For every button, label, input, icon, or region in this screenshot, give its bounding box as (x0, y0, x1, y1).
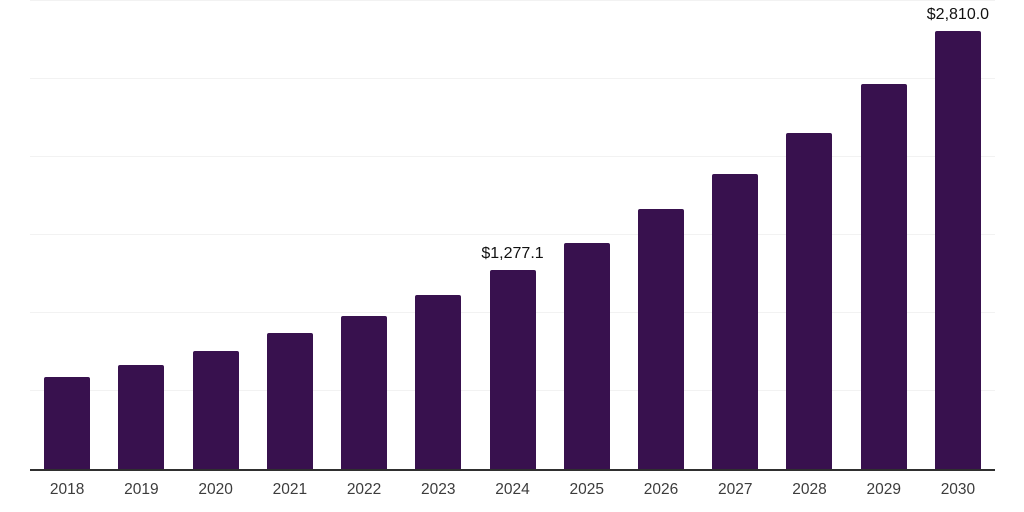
bar-column-2020 (178, 1, 252, 469)
x-axis-line (30, 469, 995, 471)
bar-2022 (341, 316, 388, 469)
x-tick-label-2026: 2026 (643, 481, 679, 498)
gridline-1500 (30, 234, 995, 235)
bar-column-2025 (550, 1, 624, 469)
bar-column-2023 (401, 1, 475, 469)
bar-2021 (266, 333, 313, 469)
plot-area: $1,277.1 $2,810.0 (30, 0, 995, 471)
bar-value-label-2024: $1,277.1 (481, 244, 544, 262)
x-tick-label-2018: 2018 (49, 481, 85, 498)
x-tick-label-2021: 2021 (272, 481, 308, 498)
gridline-2000 (30, 156, 995, 158)
x-tick-label-2029: 2029 (866, 481, 901, 498)
x-tick-label-2025: 2025 (569, 481, 604, 498)
x-tick-label-2027: 2027 (717, 481, 753, 498)
x-axis-labels: 2018 2019 2020 2021 2022 2023 2024 2025 2026 2027… (30, 471, 995, 509)
bar-column-2019 (104, 1, 178, 469)
x-tick-label-2019: 2019 (124, 481, 159, 498)
bar-column-2029 (847, 1, 921, 469)
x-tick-label-2030: 2030 (940, 481, 976, 498)
bar-2030 (934, 30, 981, 469)
bars-row: $1,277.1 $2,810.0 (30, 1, 995, 469)
bar-2027 (712, 174, 759, 469)
bar-column-2018 (30, 1, 104, 469)
x-tick-label-2024: 2024 (495, 481, 530, 498)
bar-2024 (489, 269, 536, 469)
bar-column-2030: $2,810.0 (921, 1, 995, 469)
x-tick-label-2028: 2028 (792, 481, 827, 498)
bar-value-label-2030: $2,810.0 (926, 5, 990, 23)
bar-2028 (786, 133, 833, 469)
bar-column-2022 (327, 1, 401, 469)
bar-2023 (415, 294, 462, 469)
bar-column-2028 (772, 1, 846, 469)
gridline-3000 (30, 0, 995, 1)
bar-column-2021 (253, 1, 327, 469)
bar-column-2026 (624, 1, 698, 469)
bar-2018 (44, 377, 91, 469)
gridline-2500 (30, 78, 995, 79)
bar-2019 (118, 365, 165, 469)
bar-2026 (637, 209, 684, 469)
x-tick-label-2022: 2022 (346, 481, 382, 498)
x-tick-label-2020: 2020 (198, 481, 233, 498)
bar-2029 (860, 83, 907, 469)
bar-2020 (192, 351, 239, 469)
bar-column-2027 (698, 1, 772, 469)
x-tick-label-2023: 2023 (421, 481, 456, 498)
bar-column-2024: $1,277.1 (475, 1, 549, 469)
bar-2025 (563, 242, 610, 469)
